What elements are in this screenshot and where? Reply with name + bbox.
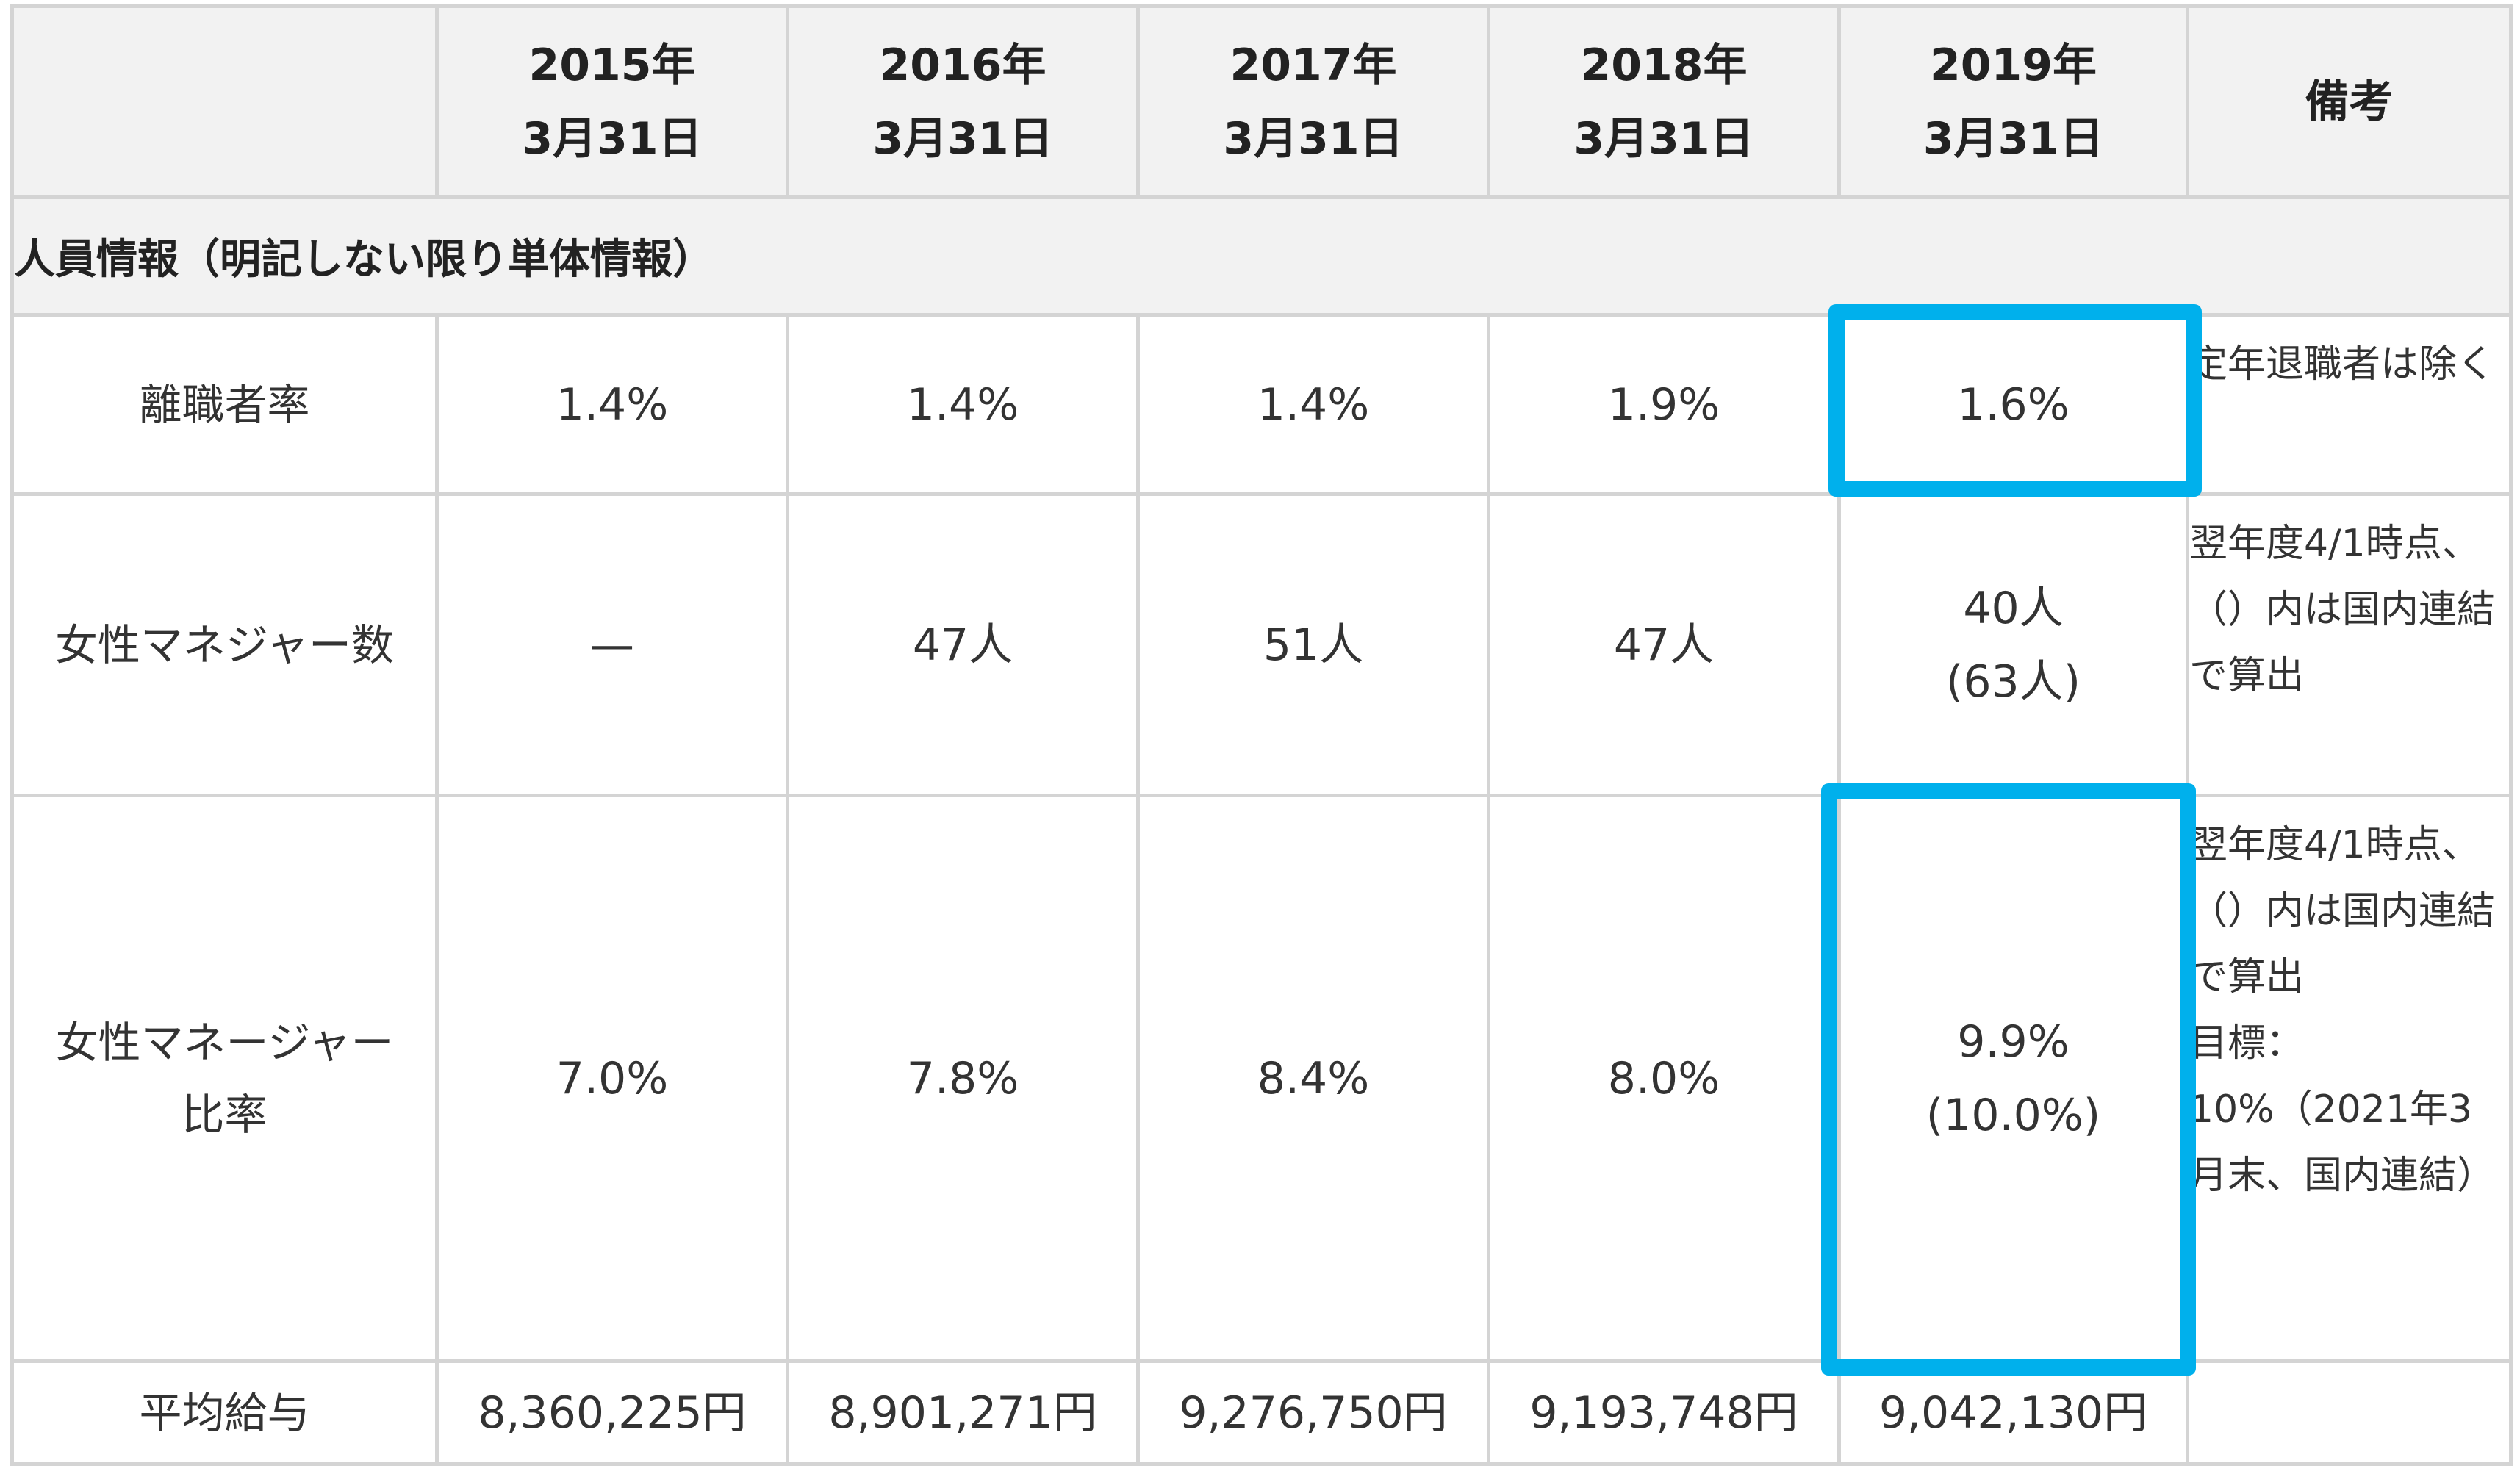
cell-value-with-sub-highlighted: 9.9% (10.0%): [1837, 794, 2189, 1363]
table-row-female-manager-count: 女性マネジャー数 — 47人 51人 47人 40人 (63人) 翌年度4/1時…: [10, 492, 2513, 797]
header-2019: 2019年 3月31日: [1837, 4, 2189, 199]
header-date: 3月31日: [1223, 112, 1404, 165]
cell-value: 1.4%: [1136, 313, 1490, 496]
row-label: 女性マネジャー数: [10, 492, 439, 797]
header-date: 3月31日: [522, 112, 703, 165]
header-year: 2016年: [879, 39, 1047, 91]
cell-value: 7.8%: [786, 794, 1140, 1363]
cell-value: 9,042,130円: [1837, 1359, 2189, 1466]
remark-text: 翌年度4/1時点、（）内は国内連結で算出: [2189, 823, 2496, 999]
cell-value: 8,901,271円: [786, 1359, 1140, 1466]
table-row-average-salary: 平均給与 8,360,225円 8,901,271円 9,276,750円 9,…: [10, 1359, 2513, 1466]
cell-value: 7.0%: [435, 794, 789, 1363]
cell-value: 9,193,748円: [1487, 1359, 1841, 1466]
header-year: 2018年: [1580, 39, 1748, 91]
cell-value: 9,276,750円: [1136, 1359, 1490, 1466]
section-title: 人員情報（明記しない限り単体情報）: [10, 195, 2513, 317]
row-label: 平均給与: [10, 1359, 439, 1466]
header-2016: 2016年 3月31日: [786, 4, 1140, 199]
header-blank: [10, 4, 439, 199]
header-year: 2017年: [1230, 39, 1397, 91]
cell-value-highlighted: 1.6%: [1837, 313, 2189, 496]
remark-cell: 定年退職者は除く: [2186, 313, 2513, 496]
cell-value: 1.9%: [1487, 313, 1841, 496]
personnel-data-table: 2015年 3月31日 2016年 3月31日 2017年 3月31日 2018…: [10, 4, 2513, 1466]
header-row: 2015年 3月31日 2016年 3月31日 2017年 3月31日 2018…: [10, 4, 2513, 199]
remark-target-label: 目標：: [2189, 1021, 2305, 1065]
cell-value: 8.4%: [1136, 794, 1490, 1363]
table-row-turnover: 離職者率 1.4% 1.4% 1.4% 1.9% 1.6% 定年退職者は除く: [10, 313, 2513, 496]
cell-value-consolidated: (63人): [1945, 655, 2081, 708]
remark-cell: 翌年度4/1時点、（）内は国内連結で算出: [2186, 492, 2513, 797]
cell-value: —: [435, 492, 789, 797]
remark-cell: 翌年度4/1時点、（）内は国内連結で算出目標： 10%（2021年3月末、国内連結…: [2186, 794, 2513, 1363]
header-date: 3月31日: [1923, 112, 2104, 165]
cell-value: 47人: [786, 492, 1140, 797]
table-row-female-manager-ratio: 女性マネージャー比率 7.0% 7.8% 8.4% 8.0% 9.9% (10.…: [10, 794, 2513, 1363]
cell-value-main: 40人: [1963, 582, 2064, 634]
remark-target: 10%（2021年3月末、国内連結）: [2189, 1087, 2496, 1198]
cell-value: 51人: [1136, 492, 1490, 797]
header-year: 2015年: [528, 39, 696, 91]
cell-value: 8.0%: [1487, 794, 1841, 1363]
header-2018: 2018年 3月31日: [1487, 4, 1841, 199]
header-date: 3月31日: [872, 112, 1053, 165]
header-remarks-label: 備考: [2305, 76, 2394, 128]
header-date: 3月31日: [1573, 112, 1754, 165]
cell-value: 47人: [1487, 492, 1841, 797]
header-2017: 2017年 3月31日: [1136, 4, 1490, 199]
cell-value: 1.4%: [786, 313, 1140, 496]
cell-value-consolidated: (10.0%): [1925, 1089, 2101, 1141]
cell-value-with-sub: 40人 (63人): [1837, 492, 2189, 797]
header-2015: 2015年 3月31日: [435, 4, 789, 199]
cell-value: 1.4%: [435, 313, 789, 496]
row-label: 離職者率: [10, 313, 439, 496]
section-row: 人員情報（明記しない限り単体情報）: [10, 195, 2513, 317]
header-year: 2019年: [1930, 39, 2097, 91]
remark-cell-empty: [2186, 1359, 2513, 1466]
row-label: 女性マネージャー比率: [10, 794, 439, 1363]
cell-value: 8,360,225円: [435, 1359, 789, 1466]
cell-value-main: 9.9%: [1957, 1015, 2070, 1068]
header-remarks: 備考: [2186, 4, 2513, 199]
